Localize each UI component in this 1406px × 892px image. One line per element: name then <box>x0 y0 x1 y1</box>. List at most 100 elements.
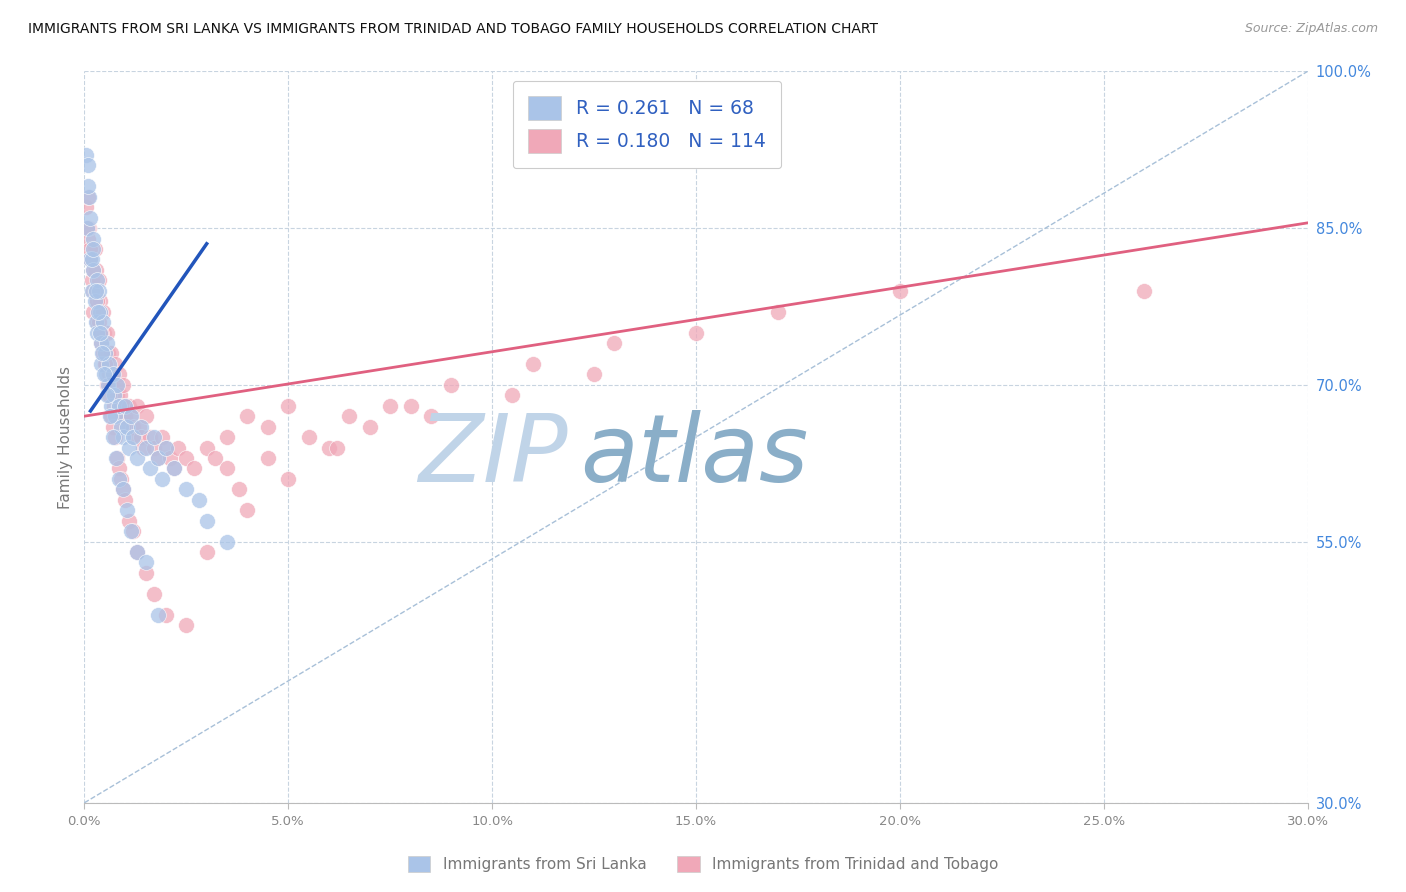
Point <box>128 419 150 434</box>
Point <box>277 399 299 413</box>
Point <box>96 326 118 340</box>
Point <box>90 336 112 351</box>
Point <box>339 409 361 424</box>
Point <box>93 346 115 360</box>
Point <box>76 231 98 245</box>
Point <box>603 336 626 351</box>
Legend: R = 0.261   N = 68, R = 0.180   N = 114: R = 0.261 N = 68, R = 0.180 N = 114 <box>513 81 782 169</box>
Point <box>112 399 135 413</box>
Point <box>155 441 177 455</box>
Point <box>86 326 108 340</box>
Point <box>150 430 173 444</box>
Point <box>112 483 135 497</box>
Point <box>174 618 197 632</box>
Point <box>93 346 115 360</box>
Point <box>82 284 104 298</box>
Point <box>110 388 132 402</box>
Point <box>80 252 103 267</box>
Point <box>97 368 120 382</box>
Text: ZIP: ZIP <box>418 409 568 501</box>
Point <box>522 357 544 371</box>
Point <box>155 607 177 622</box>
Point <box>86 294 108 309</box>
Point <box>127 450 149 465</box>
Point <box>84 315 107 329</box>
Point <box>112 483 135 497</box>
Point <box>159 450 181 465</box>
Point <box>114 409 136 424</box>
Point <box>79 211 101 225</box>
Point <box>94 357 117 371</box>
Point <box>105 450 128 465</box>
Point <box>87 284 110 298</box>
Point <box>91 304 114 318</box>
Point <box>89 304 111 318</box>
Point <box>94 368 117 382</box>
Point <box>127 545 149 559</box>
Point <box>142 587 165 601</box>
Point <box>97 377 120 392</box>
Point <box>217 430 239 444</box>
Point <box>110 399 132 413</box>
Point <box>76 221 98 235</box>
Legend: Immigrants from Sri Lanka, Immigrants from Trinidad and Tobago: Immigrants from Sri Lanka, Immigrants fr… <box>399 848 1007 880</box>
Point <box>150 472 173 486</box>
Point <box>122 430 145 444</box>
Point <box>100 409 122 424</box>
Point <box>204 450 226 465</box>
Point <box>96 336 118 351</box>
Point <box>298 430 321 444</box>
Point <box>97 346 120 360</box>
Point <box>82 231 104 245</box>
Point <box>146 607 169 622</box>
Point <box>115 419 138 434</box>
Point <box>120 409 142 424</box>
Point <box>167 441 190 455</box>
Point <box>105 450 128 465</box>
Point <box>146 450 169 465</box>
Point <box>77 221 100 235</box>
Point <box>889 284 911 298</box>
Point <box>90 357 112 371</box>
Point <box>127 399 149 413</box>
Point <box>174 483 197 497</box>
Point <box>97 388 120 402</box>
Point <box>131 430 153 444</box>
Point <box>79 252 101 267</box>
Point <box>82 242 104 256</box>
Y-axis label: Family Households: Family Households <box>58 366 73 508</box>
Point <box>138 430 160 444</box>
Point <box>120 409 142 424</box>
Point <box>138 461 160 475</box>
Point <box>79 242 101 256</box>
Point <box>217 461 239 475</box>
Point <box>124 430 146 444</box>
Point <box>93 326 115 340</box>
Point <box>86 273 108 287</box>
Point <box>114 399 136 413</box>
Point <box>104 357 127 371</box>
Point <box>76 179 98 194</box>
Point <box>97 357 120 371</box>
Text: atlas: atlas <box>579 409 808 501</box>
Point <box>77 221 100 235</box>
Point <box>132 441 155 455</box>
Point <box>318 441 340 455</box>
Point <box>120 524 142 538</box>
Point <box>131 419 153 434</box>
Point <box>105 388 128 402</box>
Point <box>440 377 463 392</box>
Point <box>163 461 186 475</box>
Point <box>101 377 124 392</box>
Point <box>83 294 105 309</box>
Point <box>257 419 280 434</box>
Point <box>122 419 145 434</box>
Point <box>105 377 128 392</box>
Point <box>75 200 97 214</box>
Point <box>236 409 259 424</box>
Point <box>380 399 402 413</box>
Text: Source: ZipAtlas.com: Source: ZipAtlas.com <box>1244 22 1378 36</box>
Point <box>108 472 131 486</box>
Point <box>163 461 186 475</box>
Point <box>90 326 112 340</box>
